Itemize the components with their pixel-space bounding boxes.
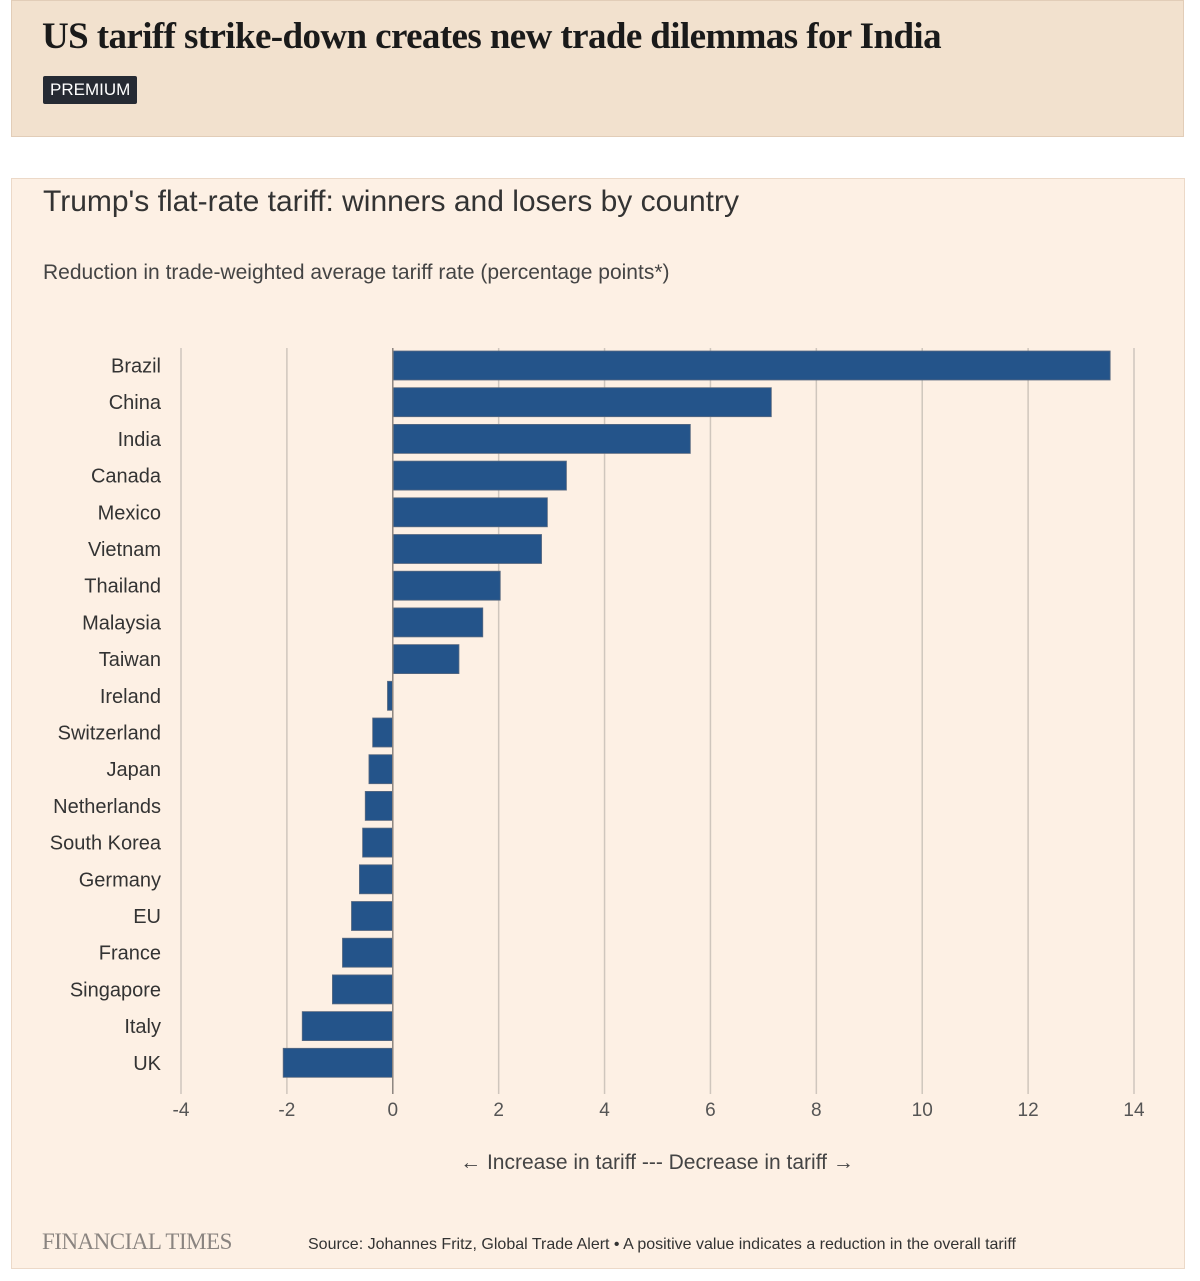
category-label: Brazil [111,356,161,378]
bar-india [392,423,691,454]
category-label: Germany [79,869,161,891]
category-label: Ireland [100,686,161,708]
bar-thailand [392,570,501,601]
x-tick-label: 0 [387,1100,398,1121]
x-tick-label: -4 [173,1100,190,1121]
bar-uk [282,1047,394,1078]
category-label: Thailand [84,576,161,598]
category-label: Singapore [70,979,161,1001]
category-label: Taiwan [99,649,161,671]
bar-netherlands [364,791,394,821]
x-tick-label: 2 [493,1100,504,1121]
article-header: US tariff strike-down creates new trade … [11,0,1184,137]
bar-vietnam [392,534,542,564]
category-label: Malaysia [82,612,162,634]
bar-switzerland [372,717,394,748]
bar-germany [359,864,394,895]
x-tick-label: 12 [1018,1100,1039,1121]
category-label: India [118,429,162,451]
category-label: Vietnam [88,539,161,561]
bar-mexico [392,497,548,528]
category-label: Italy [124,1016,161,1038]
category-label: Netherlands [53,796,161,818]
ft-logo: FINANCIAL TIMES [42,1229,232,1254]
x-tick-label: 8 [811,1100,822,1121]
x-tick-label: 14 [1123,1100,1145,1121]
bar-taiwan [392,644,460,674]
x-tick-label: -2 [278,1100,295,1121]
category-label: Switzerland [58,723,161,745]
bar-malaysia [392,607,484,638]
bar-france [342,937,394,968]
chart-title: Trump's flat-rate tariff: winners and lo… [43,185,739,218]
bar-china [392,387,772,418]
category-label: China [109,392,162,414]
x-tick-label: 6 [705,1100,716,1121]
category-label: UK [133,1053,161,1075]
bar-italy [301,1011,394,1041]
bar-canada [392,460,567,491]
bar-eu [351,901,394,931]
premium-badge: PREMIUM [43,76,138,104]
bar-ireland [387,680,394,711]
bar-brazil [392,350,1111,381]
category-label: France [99,943,161,965]
bar-singapore [332,974,394,1005]
x-axis-label: ← Increase in tariff --- Decrease in tar… [460,1151,854,1174]
source-note: Source: Johannes Fritz, Global Trade Ale… [308,1236,1016,1253]
category-label: Canada [91,466,162,488]
x-tick-label: 10 [912,1100,933,1121]
chart-subtitle: Reduction in trade-weighted average tari… [43,261,670,284]
category-label: South Korea [50,833,162,855]
category-label: Mexico [98,502,161,524]
headline: US tariff strike-down creates new trade … [42,16,942,57]
bar-south-korea [362,827,394,858]
category-label: Japan [107,759,162,781]
bar-japan [368,754,394,785]
category-label: EU [133,906,161,928]
x-tick-label: 4 [599,1100,610,1121]
